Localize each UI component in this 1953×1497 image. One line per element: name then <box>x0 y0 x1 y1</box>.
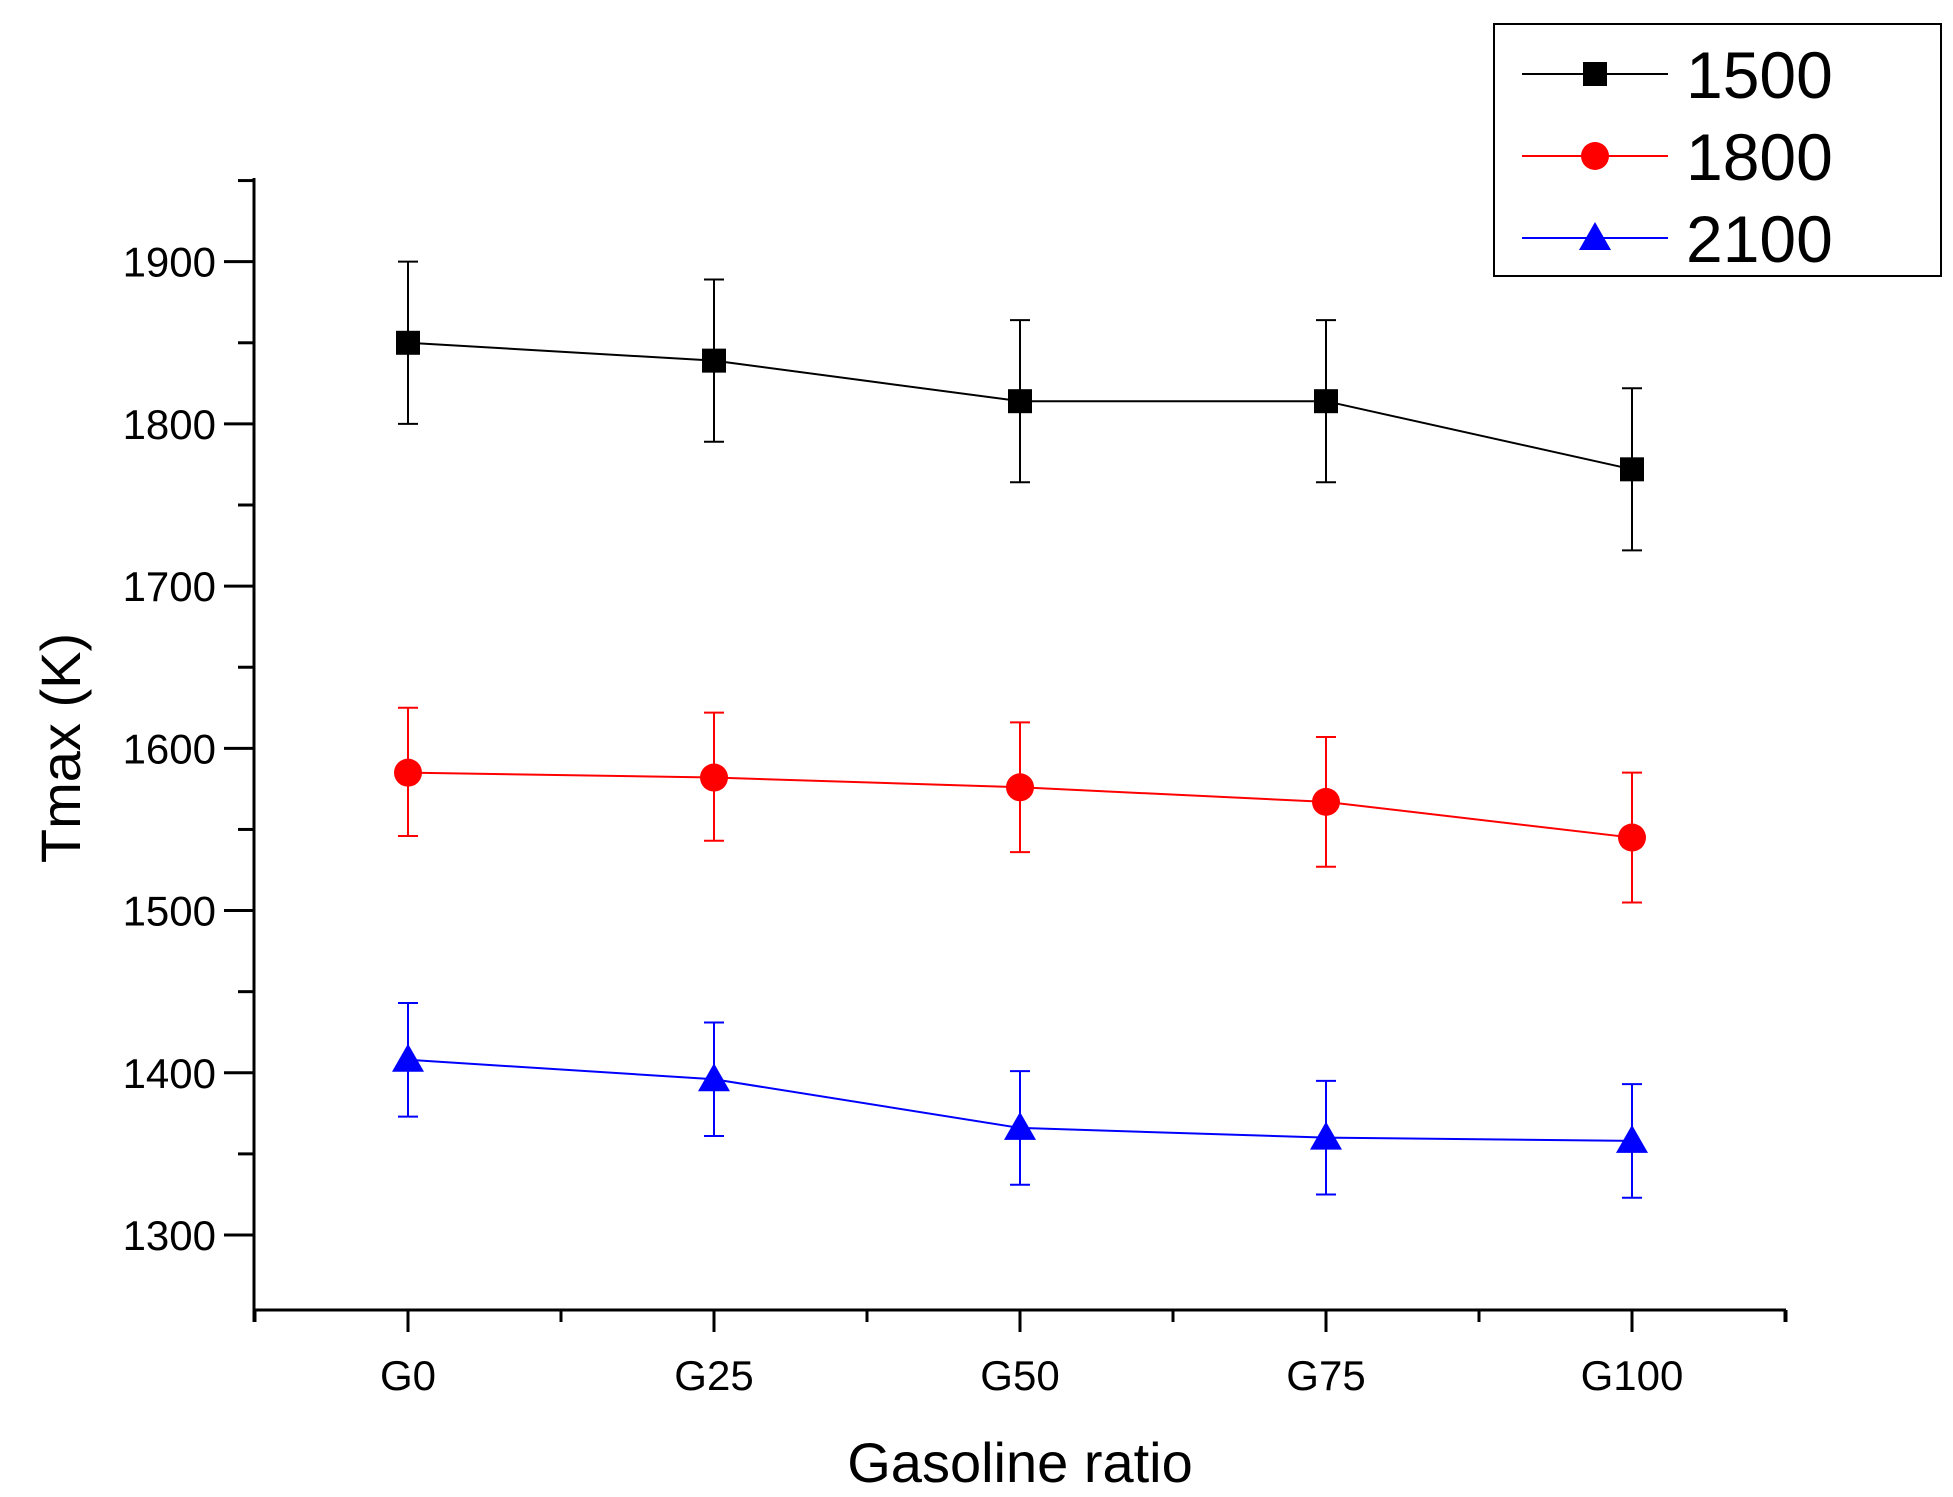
x-tick-label: G100 <box>1581 1352 1684 1399</box>
data-point <box>1312 787 1340 816</box>
data-point <box>700 763 728 792</box>
data-point <box>702 348 726 373</box>
data-point <box>1008 389 1032 414</box>
x-tick-label: G50 <box>980 1352 1059 1399</box>
data-point <box>392 1043 424 1072</box>
x-tick-label: G25 <box>674 1352 753 1399</box>
x-tick-label: G75 <box>1286 1352 1365 1399</box>
legend-box <box>1493 23 1942 277</box>
data-point <box>1314 389 1338 414</box>
legend-label: 1500 <box>1686 38 1833 112</box>
legend-marker <box>1581 142 1609 170</box>
y-tick-label: 1800 <box>123 401 216 448</box>
x-tick-label: G0 <box>380 1352 436 1399</box>
series-1800 <box>394 706 1646 904</box>
legend-label: 1800 <box>1686 120 1833 194</box>
y-tick-label: 1900 <box>123 239 216 286</box>
y-tick-label: 1500 <box>123 888 216 935</box>
series-1500 <box>396 260 1644 552</box>
y-axis-title: Tmax (K) <box>29 633 92 863</box>
y-tick-label: 1700 <box>123 563 216 610</box>
data-point <box>1620 457 1644 482</box>
data-point <box>1006 773 1034 802</box>
x-ticks: G0 G25 G50 G75 G100 <box>252 1310 1788 1399</box>
data-point <box>1618 823 1646 852</box>
data-point <box>394 758 422 787</box>
data-point <box>698 1063 730 1092</box>
legend-marker <box>1579 222 1611 250</box>
y-tick-label: 1400 <box>123 1050 216 1097</box>
x-axis-title: Gasoline ratio <box>847 1431 1193 1494</box>
series-2100 <box>392 1002 1648 1199</box>
legend-item-2100: 2100 <box>1522 202 1833 276</box>
data-point <box>1004 1111 1036 1140</box>
legend: 1500 1800 2100 <box>1493 23 1942 277</box>
y-ticks: 1300 1400 1500 1600 1700 1800 1900 <box>123 179 254 1259</box>
y-tick-label: 1600 <box>123 725 216 772</box>
data-point <box>1616 1124 1648 1153</box>
series-layer <box>392 260 1648 1199</box>
legend-items: 1500 1800 2100 <box>1522 38 1833 276</box>
legend-label: 2100 <box>1686 202 1833 276</box>
data-point <box>1310 1121 1342 1150</box>
legend-marker <box>1583 62 1607 86</box>
data-point <box>396 330 420 355</box>
y-tick-label: 1300 <box>123 1212 216 1259</box>
legend-item-1800: 1800 <box>1522 120 1833 194</box>
legend-item-1500: 1500 <box>1522 38 1833 112</box>
